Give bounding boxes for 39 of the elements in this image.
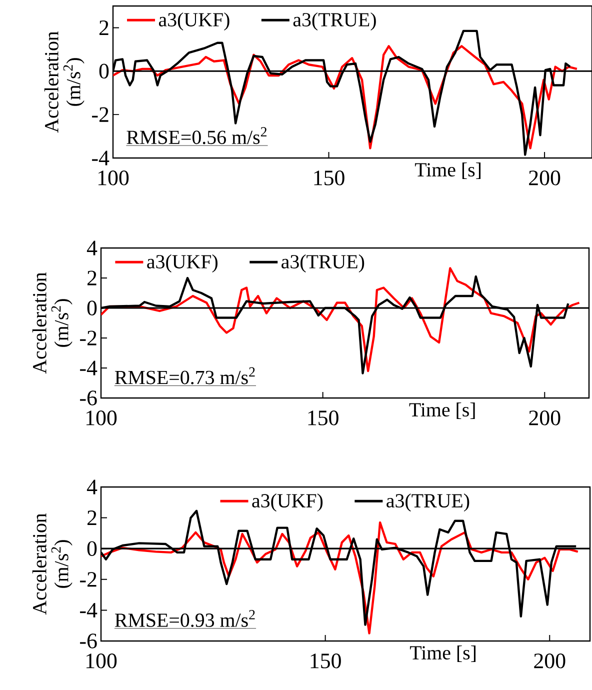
y-tick-label: 4: [86, 240, 98, 256]
line-series: [113, 45, 578, 150]
x-tick-label: 100: [98, 170, 129, 186]
legend-label: a3(TRUE): [282, 254, 364, 272]
x-tick-label: 150: [310, 654, 341, 668]
x-tick-label: 100: [86, 410, 117, 426]
annotation: RMSE=0.56 m/s$^{2}$: [126, 127, 267, 144]
legend-label: a3(UKF): [147, 254, 218, 272]
annotation: RMSE=0.93 m/s$^{2}$: [115, 610, 255, 628]
y-tick-label: -2: [92, 107, 108, 122]
legend-label: a3(UKF): [158, 12, 230, 31]
y-tick-label: 2: [87, 270, 96, 286]
y-tick-label: -2: [80, 572, 96, 587]
y-tick-label: 0: [87, 541, 97, 556]
x-tick-label: 100: [86, 654, 117, 668]
x-axis-title: Time [s]: [409, 402, 475, 420]
y-tick-label: -6: [80, 634, 97, 648]
x-tick-label: 200: [534, 654, 566, 668]
legend-label: a3(TRUE): [386, 493, 470, 512]
legend-label: a3(TRUE): [293, 12, 376, 31]
x-tick-label: 200: [529, 170, 560, 186]
y-tick-label: -4: [92, 150, 110, 166]
annotation: RMSE=0.73 m/s$^{2}$: [114, 367, 255, 384]
y-tick-label: 0: [99, 64, 109, 79]
x-axis-title: Time [s]: [410, 646, 476, 662]
y-tick-label: 2: [99, 20, 108, 35]
y-tick-label: -4: [80, 360, 98, 376]
x-axis-title: Time [s]: [414, 162, 480, 180]
y-tick-label: 4: [86, 480, 98, 494]
x-tick-label: 150: [314, 170, 344, 186]
legend-label: a3(UKF): [252, 493, 323, 512]
y-tick-label: -6: [80, 390, 97, 406]
x-tick-label: 200: [529, 410, 560, 426]
y-tick-label: 0: [87, 300, 97, 316]
y-tick-label: -4: [80, 602, 98, 618]
y-tick-label: -2: [80, 330, 96, 346]
line-series: [101, 521, 579, 634]
y-tick-label: 2: [87, 510, 96, 526]
x-tick-label: 150: [308, 410, 338, 426]
